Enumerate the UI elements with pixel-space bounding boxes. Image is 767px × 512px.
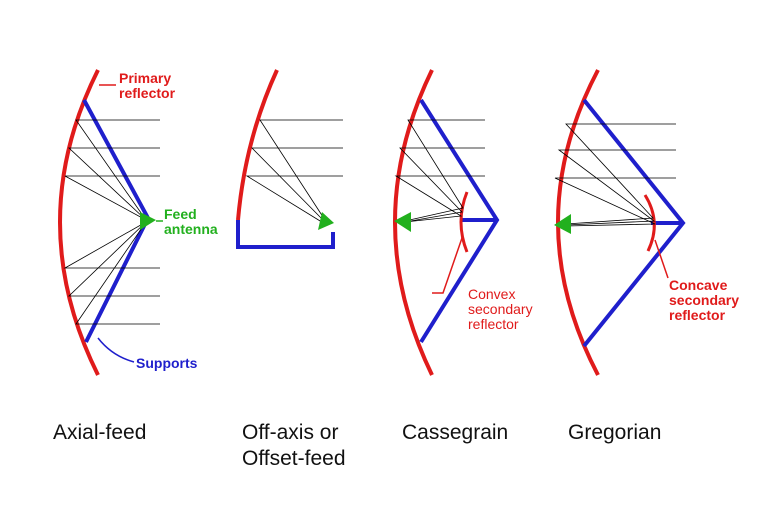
offset-feed-diagram <box>236 69 343 249</box>
caption-cassegrain: Cassegrain <box>402 421 509 444</box>
cassegrain-supports <box>419 98 500 344</box>
gregorian-concave-secondary <box>643 194 656 252</box>
gregorian-rays <box>554 123 676 227</box>
feed-antenna-label-line1: Feed <box>164 206 197 222</box>
supports-label: Supports <box>136 356 197 371</box>
offset-primary-reflector <box>236 69 279 221</box>
concave-label-line2: secondary <box>669 292 740 308</box>
offset-support <box>236 220 335 249</box>
convex-label-line2: secondary <box>468 301 533 317</box>
gregorian-feed-antenna <box>554 214 571 234</box>
supports-label-text: Supports <box>136 355 198 371</box>
axial-rays <box>63 119 160 325</box>
feed-antenna-label-line2: antenna <box>164 221 218 237</box>
caption-axial-feed: Axial-feed <box>53 421 147 444</box>
offset-feed-antenna <box>318 212 334 230</box>
caption-offset-line2: Offset-feed <box>242 447 346 470</box>
convex-label-line1: Convex <box>468 286 516 302</box>
axial-feed-diagram <box>58 69 163 376</box>
axial-supports <box>82 99 151 343</box>
primary-reflector-label: Primary reflector <box>119 71 175 101</box>
caption-offset-line1: Off-axis or <box>242 421 339 444</box>
concave-label-line3: reflector <box>669 307 726 323</box>
concave-secondary-label: Concave secondary reflector <box>669 278 739 323</box>
gregorian-diagram <box>554 69 686 376</box>
concave-label-line1: Concave <box>669 277 728 293</box>
concave-leader <box>654 239 669 279</box>
caption-gregorian: Gregorian <box>568 421 662 444</box>
primary-reflector-label-line2: reflector <box>119 85 176 101</box>
cassegrain-feed-antenna <box>394 212 411 232</box>
convex-leader <box>432 237 463 294</box>
cassegrain-convex-secondary <box>459 191 469 253</box>
convex-secondary-label: Convex secondary reflector <box>468 287 533 332</box>
convex-label-line3: reflector <box>468 316 519 332</box>
gregorian-primary-reflector <box>556 69 600 376</box>
feed-antenna-label: Feed antenna <box>164 207 218 237</box>
supports-leader <box>97 337 135 363</box>
axial-primary-reflector <box>58 69 100 376</box>
cassegrain-primary-reflector <box>393 69 434 376</box>
primary-reflector-label-line1: Primary <box>119 70 172 86</box>
caption-offset-feed: Off-axis or Offset-feed <box>242 420 346 472</box>
cassegrain-rays <box>394 119 485 223</box>
axial-feed-antenna <box>140 212 156 230</box>
cassegrain-diagram <box>393 69 500 376</box>
offset-rays <box>245 119 343 225</box>
gregorian-supports <box>582 98 686 348</box>
